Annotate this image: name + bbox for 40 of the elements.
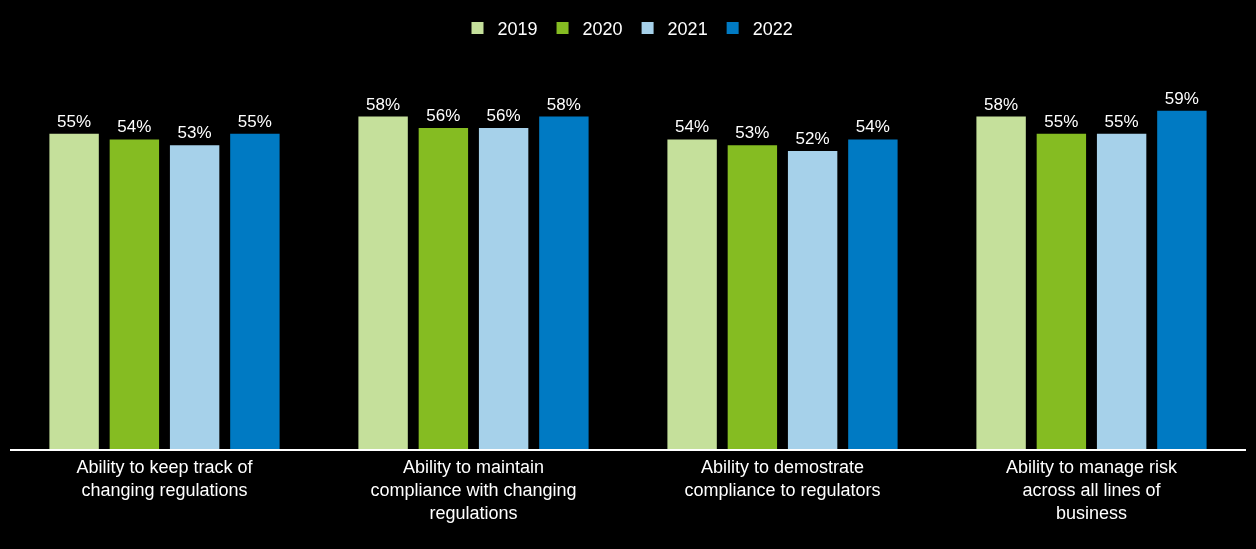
bar	[169, 145, 220, 449]
bar	[418, 128, 469, 449]
data-label: 55%	[1104, 111, 1139, 131]
data-label: 58%	[984, 94, 1019, 114]
data-label: 56%	[486, 106, 521, 125]
data-label: 54%	[675, 117, 710, 137]
bar	[787, 150, 838, 449]
data-label: 55%	[57, 111, 92, 131]
bar	[1157, 110, 1207, 449]
bar	[667, 139, 717, 449]
legend-label: 2020	[582, 18, 623, 39]
bar	[1096, 133, 1147, 449]
x-tick-label: Ability to maintain compliance with changing regulations	[370, 456, 577, 524]
legend-label: 2021	[667, 18, 708, 39]
data-label: 58%	[366, 94, 401, 114]
data-label: 59%	[1164, 88, 1199, 108]
data-label: 52%	[795, 128, 830, 148]
legend-label: 2022	[752, 18, 793, 39]
data-label: 53%	[735, 123, 770, 143]
bar	[1036, 133, 1087, 449]
data-label: 55%	[1044, 111, 1079, 131]
data-label: 54%	[855, 117, 890, 137]
bar	[539, 116, 589, 449]
bar	[727, 145, 778, 449]
data-label: 55%	[237, 111, 272, 131]
x-tick-label: Ability to keep track of changing regulations	[76, 456, 254, 500]
bar	[478, 128, 529, 449]
bar	[848, 139, 898, 449]
x-tick-label: Ability to manage risk across all lines of business	[1005, 456, 1179, 524]
x-tick-label: Ability to demostrate compliance to regulators	[684, 456, 881, 500]
bar	[230, 133, 280, 449]
data-label: 58%	[546, 94, 581, 114]
data-label: 56%	[426, 106, 461, 125]
bar	[49, 133, 99, 449]
data-label: 53%	[177, 123, 212, 143]
bar	[976, 116, 1026, 449]
bar	[358, 116, 408, 449]
legend-label: 2019	[497, 18, 538, 39]
data-label: 54%	[117, 117, 152, 137]
bar	[109, 139, 160, 449]
